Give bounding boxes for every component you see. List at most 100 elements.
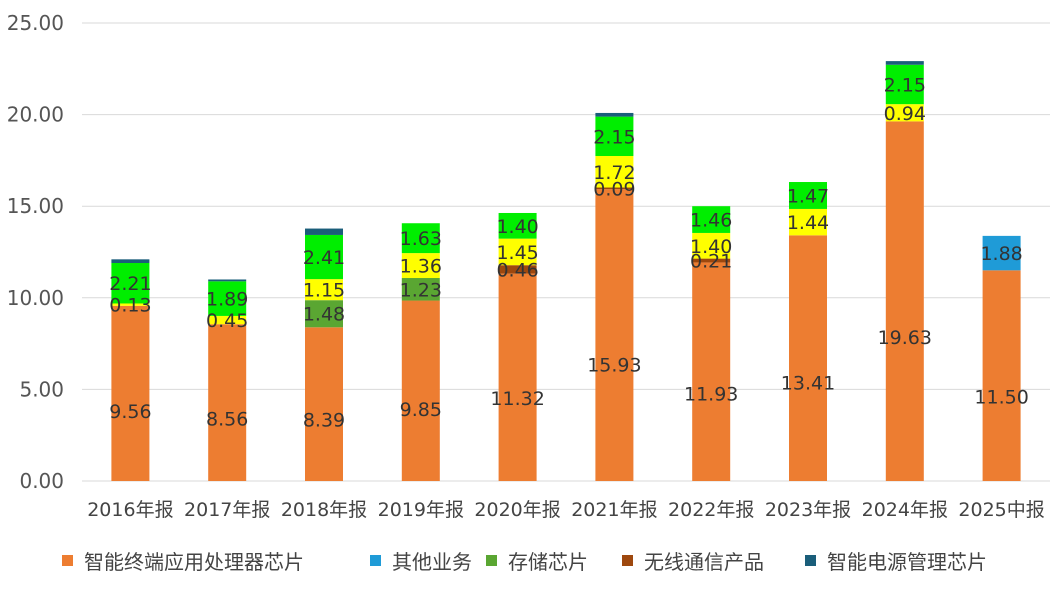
bar-segment [789,208,827,236]
bar-segment [498,212,537,239]
legend-swatch [805,555,816,566]
data-label: 1.23 [400,279,442,301]
x-tick-label: 2022年报 [668,499,754,521]
bar-segment [692,206,731,233]
bars [111,61,1021,481]
y-axis-tick-labels: 0.00 5.00 10.00 15.00 20.00 25.00 [7,11,64,493]
data-label: 0.09 [593,178,635,200]
legend-label: 存储芯片 [508,550,588,574]
data-label: 1.46 [690,210,732,232]
data-label: 0.21 [690,251,732,273]
bar-segment [982,235,1021,271]
data-label: 9.85 [400,399,442,421]
bar-segment [789,182,827,209]
bar-segment [305,228,343,235]
x-tick-label: 2021年报 [571,499,657,521]
bar-segment [595,112,634,117]
bar-segment [208,281,247,316]
bar-segment [982,270,1021,481]
data-label: 1.44 [787,212,829,234]
x-tick-label: 2020年报 [474,499,560,521]
x-tick-label: 2019年报 [378,499,464,521]
x-tick-label: 2023年报 [765,499,851,521]
data-label: 2.15 [593,126,635,148]
bar-segment [401,223,440,254]
x-tick-label: 2018年报 [281,499,367,521]
y-tick-label: 15.00 [7,194,64,218]
y-tick-label: 5.00 [19,377,64,401]
bar-segment [305,327,343,481]
bar-segment [885,64,924,105]
bar-segment [305,279,343,301]
data-label: 8.56 [206,408,248,430]
bar-segment [498,273,537,481]
bar-segment [111,262,150,304]
data-label: 1.48 [303,304,345,326]
data-label: 8.39 [303,410,345,432]
bar-segment [595,156,634,188]
bar-segment [401,253,440,279]
data-label: 9.56 [109,401,151,423]
y-tick-label: 25.00 [7,11,64,35]
data-label: 11.50 [974,387,1028,409]
data-label: 2.15 [884,74,926,96]
bar-segment [885,104,924,122]
data-label: 19.63 [878,327,932,349]
data-label: 0.46 [496,259,538,281]
bar-segment [305,234,343,280]
y-tick-label: 20.00 [7,103,64,127]
data-label: 1.88 [980,243,1022,265]
data-label: 1.15 [303,280,345,302]
bar-segment [498,265,537,274]
x-tick-label: 2016年报 [87,499,173,521]
bar-segment [595,116,634,157]
x-tick-label: 2025中报 [958,499,1044,521]
data-label: 1.45 [496,242,538,264]
bar-segment [208,324,247,481]
legend-label: 其他业务 [392,550,472,574]
y-tick-label: 0.00 [19,469,64,493]
bar-segment [401,278,440,301]
data-label: 1.40 [690,236,732,258]
legend-label: 智能终端应用处理器芯片 [84,550,304,574]
bar-segment [208,315,247,325]
bar-segment [595,189,634,481]
bar-segment [498,238,537,266]
legend-swatch [370,555,381,566]
x-tick-label: 2024年报 [862,499,948,521]
data-label: 1.89 [206,289,248,311]
bar-segment [692,258,731,263]
data-label: 0.45 [206,310,248,332]
bar-segment [401,300,440,481]
data-label: 1.47 [787,185,829,207]
y-tick-label: 10.00 [7,286,64,310]
data-label: 2.21 [109,273,151,295]
bar-segment [789,235,827,481]
bar-segment [885,121,924,481]
legend-label: 无线通信产品 [644,550,764,574]
x-tick-label: 2017年报 [184,499,270,521]
data-label: 2.41 [303,247,345,269]
bar-segment [305,300,343,328]
data-labels: 9.56 0.132.21 8.56 0.451.89 8.39 1.481.15 2.41… [109,74,1029,431]
legend-label: 智能电源管理芯片 [827,550,987,574]
bar-segment [111,305,150,481]
legend-swatch [486,555,497,566]
data-label: 0.13 [109,295,151,317]
data-label: 15.93 [587,354,641,376]
data-label: 1.72 [593,162,635,184]
bar-segment [595,187,634,190]
legend-swatch [62,555,73,566]
data-label: 11.32 [490,388,544,410]
data-label: 1.36 [400,256,442,278]
bar-segment [692,262,731,481]
legend-swatch [622,555,633,566]
x-axis-tick-labels: 2016年报 2017年报 2018年报 2019年报 2020年报 2021年报 2022… [87,499,1045,521]
data-label: 1.63 [400,228,442,250]
data-label: 0.94 [884,103,926,125]
bar-segment [111,259,150,263]
data-label: 13.41 [781,373,835,395]
legend: 智能终端应用处理器芯片 其他业务 存储芯片 无线通信产品 智能电源管理芯片 [62,550,987,574]
bar-segment [885,61,924,65]
